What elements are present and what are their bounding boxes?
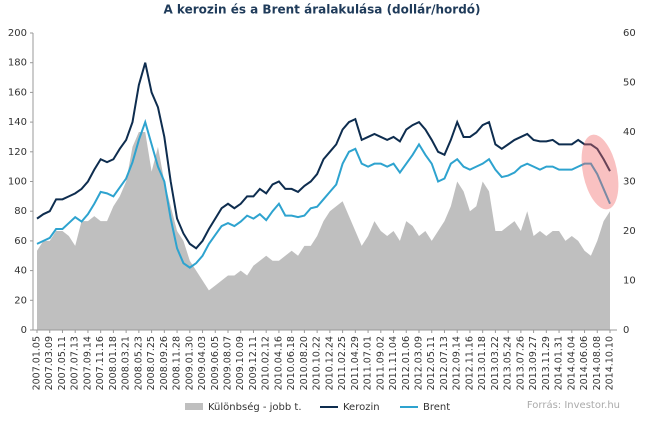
x-tick-label: 2014.08.08 [592,336,603,390]
x-tick-label: 2009.06.05 [210,336,221,390]
x-tick-label: 2013.07.26 [515,336,526,390]
y-tick-label: 40 [14,266,27,277]
y-tick-label: 200 [8,28,27,39]
x-tick-label: 2013.11.29 [541,336,552,390]
x-tick-label: 2009.04.03 [197,336,208,390]
y-tick-label: 140 [8,117,27,128]
x-tick-label: 2009.08.07 [223,336,234,390]
x-tick-label: 2014.06.06 [579,336,590,390]
y-tick-label: 180 [8,58,27,69]
y2-tick-label: 10 [623,276,636,287]
y-tick-label: 160 [8,87,27,98]
x-tick-label: 2008.11.28 [172,336,183,390]
x-tick-label: 2008.07.25 [146,336,157,390]
x-tick-label: 2007.11.16 [95,336,106,390]
y-tick-label: 100 [8,177,27,188]
x-tick-label: 2008.05.23 [133,336,144,390]
chart-title: A kerozin és a Brent áralakulása (dollár… [163,3,480,17]
legend-swatch [185,403,203,410]
x-tick-label: 2012.07.13 [439,336,450,390]
x-tick-label: 2009.01.30 [184,336,195,390]
x-tick-label: 2007.05.11 [57,336,68,390]
x-tick-label: 2012.11.16 [464,336,475,390]
x-tick-label: 2007.09.14 [82,336,93,390]
y2-tick-label: 20 [623,226,636,237]
x-tick-label: 2013.01.18 [477,336,488,390]
x-tick-label: 2013.05.24 [503,336,514,390]
x-tick-label: 2007.07.13 [70,336,81,390]
x-tick-label: 2014.10.10 [605,336,616,390]
y-tick-label: 80 [14,206,27,217]
x-tick-label: 2008.03.21 [121,336,132,390]
x-tick-label: 2011.04.29 [350,336,361,390]
x-tick-label: 2010.02.12 [261,336,272,390]
x-tick-label: 2007.01.05 [32,336,43,390]
x-tick-label: 2009.12.11 [248,336,259,390]
x-tick-label: 2009.10.09 [235,336,246,390]
x-tick-label: 2012.03.09 [414,336,425,390]
legend-label: Különbség - jobb t. [208,401,302,413]
y2-tick-label: 0 [623,325,629,336]
x-tick-label: 2014.01.31 [554,336,565,390]
area [37,132,610,330]
legend-label: Kerozin [343,402,380,413]
y2-tick-label: 40 [623,127,636,138]
legend-label: Brent [423,402,450,413]
x-tick-label: 2013.03.22 [490,336,501,390]
y2-tick-label: 30 [623,177,636,188]
line [36,62,611,250]
x-tick-label: 2011.09.02 [375,336,386,390]
x-tick-label: 2010.10.22 [312,336,323,390]
x-tick-label: 2011.11.04 [388,336,399,390]
highlight [581,134,619,210]
x-tick-label: 2012.05.11 [426,336,437,390]
x-tick-label: 2007.03.09 [44,336,55,390]
x-tick-label: 2011.02.25 [337,336,348,390]
y2-tick-label: 50 [623,78,636,89]
y-tick-label: 0 [21,325,27,336]
x-tick-label: 2010.06.18 [286,336,297,390]
x-tick-label: 2011.07.01 [363,336,374,390]
x-tick-label: 2012.09.14 [452,336,463,390]
line [36,118,611,269]
source: Forrás: Investor.hu [527,399,620,411]
x-tick-label: 2008.09.26 [159,336,170,390]
y-tick-label: 20 [14,295,27,306]
x-tick-label: 2014.04.04 [566,336,577,390]
y-tick-label: 120 [8,147,27,158]
y-tick-label: 60 [14,236,27,247]
y2-tick-label: 60 [623,28,636,39]
x-tick-label: 2010.12.24 [324,336,335,390]
x-tick-label: 2010.04.16 [273,336,284,390]
x-tick-label: 2010.08.20 [299,336,310,390]
x-tick-label: 2013.09.27 [528,336,539,390]
x-tick-label: 2012.01.06 [401,336,412,390]
x-tick-label: 2008.01.18 [108,336,119,390]
